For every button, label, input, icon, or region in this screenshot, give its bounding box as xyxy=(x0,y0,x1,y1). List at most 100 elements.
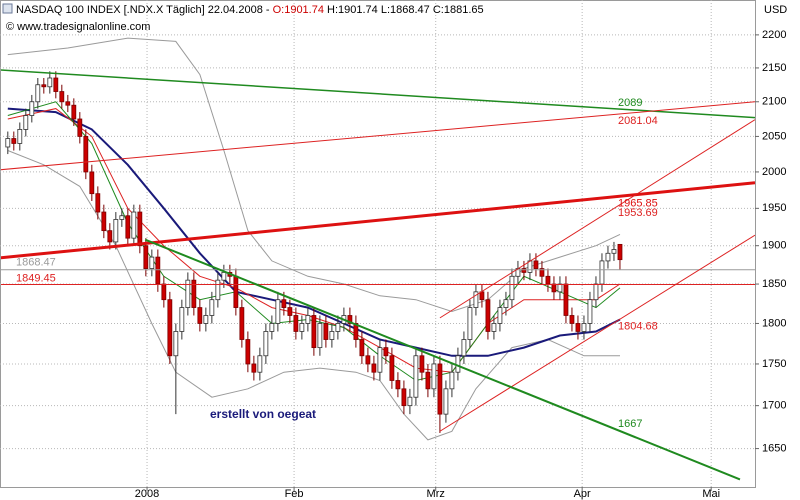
candle-body xyxy=(65,101,71,106)
candle-body xyxy=(335,323,341,332)
candle-body xyxy=(461,339,467,357)
candle-body xyxy=(551,283,557,293)
trend-line xyxy=(1,181,755,260)
ohlc-label: O:1901.74 xyxy=(273,4,324,16)
candle-body xyxy=(245,339,251,365)
candle-body xyxy=(539,268,545,277)
candle-body xyxy=(191,279,197,308)
candle-body xyxy=(611,249,617,254)
y-tick-label: 1650 xyxy=(762,442,786,454)
trend-label: 2081.04 xyxy=(618,115,658,127)
candle-body xyxy=(371,363,377,373)
trendlines xyxy=(1,69,755,481)
candle-body xyxy=(599,260,605,285)
candle-body xyxy=(35,84,41,103)
candle-body xyxy=(401,388,407,407)
trend-label: 1667 xyxy=(618,418,642,430)
candle-body xyxy=(485,299,491,332)
trend-line xyxy=(439,119,755,319)
x-tick-label: Mai xyxy=(702,488,720,500)
candle-body xyxy=(263,331,269,357)
y-tick-label: 1950 xyxy=(762,202,786,214)
y-unit: USD xyxy=(764,4,787,16)
x-tick-label: Mrz xyxy=(427,488,445,500)
candle-body xyxy=(317,323,323,349)
candle-body xyxy=(443,388,449,415)
trend-label: 2089 xyxy=(618,97,642,109)
trend-line xyxy=(439,234,755,432)
x-tick-label: Apr xyxy=(574,488,591,500)
candle-body xyxy=(41,84,47,88)
candle-body xyxy=(203,315,209,324)
candle-body xyxy=(59,91,65,103)
chart-icon xyxy=(2,3,13,14)
candle-body xyxy=(275,299,281,324)
candle-body xyxy=(593,283,599,301)
candle-body xyxy=(71,104,77,120)
candle-body xyxy=(389,355,395,381)
candle-body xyxy=(5,138,11,148)
ohlc-label: H:1901.74 L:1868.47 C:1881.65 xyxy=(327,4,484,16)
candle-body xyxy=(581,323,587,332)
y-tick-label: 2200 xyxy=(762,29,786,41)
candle-body xyxy=(503,299,509,308)
candle-body xyxy=(359,339,365,357)
candle-body xyxy=(293,315,299,332)
candle-body xyxy=(155,256,161,285)
candle-body xyxy=(281,299,287,308)
indicator-line xyxy=(7,150,620,441)
candle-body xyxy=(77,118,83,137)
candle-body xyxy=(545,275,551,285)
candle-body xyxy=(209,299,215,316)
level-label: 1868.47 xyxy=(16,257,56,269)
candle-body xyxy=(29,101,35,116)
candle-body xyxy=(131,211,137,239)
candle-body xyxy=(491,323,497,332)
candle-body xyxy=(233,275,239,308)
candle-body xyxy=(257,355,263,373)
candle-body xyxy=(299,323,305,332)
candle-body xyxy=(587,299,593,324)
candle-body xyxy=(617,243,623,261)
x-tick-label: Feb xyxy=(285,488,304,500)
candle-body xyxy=(149,256,155,269)
candle-body xyxy=(47,77,53,88)
candle-body xyxy=(161,283,167,301)
candle-body xyxy=(251,363,257,373)
copyright: © www.tradesignalonline.com xyxy=(6,21,150,33)
trend-line xyxy=(1,101,755,171)
y-tick-label: 1850 xyxy=(762,278,786,290)
candle-body xyxy=(329,331,335,340)
candle-body xyxy=(383,347,389,357)
candle-body xyxy=(287,307,293,316)
title-text: NASDAQ 100 INDEX [.NDX.X Täglich] 22.04.… xyxy=(16,4,270,16)
candle-body xyxy=(569,315,575,324)
trend-label: 1804.68 xyxy=(618,320,658,332)
candle-body xyxy=(23,115,29,130)
candle-body xyxy=(425,371,431,390)
y-tick-label: 2150 xyxy=(762,62,786,74)
candle-body xyxy=(11,138,17,144)
candle-body xyxy=(173,331,179,357)
candle-body xyxy=(311,315,317,349)
candle-body xyxy=(521,268,527,273)
candle-body xyxy=(605,252,611,262)
candle-body xyxy=(365,355,371,365)
candle-body xyxy=(215,279,221,301)
candle-body xyxy=(101,211,107,232)
candle-body xyxy=(185,279,191,308)
candle-body xyxy=(479,291,485,301)
chart-title: NASDAQ 100 INDEX [.NDX.X Täglich] 22.04.… xyxy=(16,4,484,16)
candle-body xyxy=(137,211,143,247)
candle-body xyxy=(509,275,515,301)
candle-body xyxy=(107,230,113,243)
candle-body xyxy=(89,171,95,195)
candle-body xyxy=(143,245,149,269)
candle-body xyxy=(395,380,401,390)
candle-body xyxy=(377,347,383,373)
candle-body xyxy=(53,77,59,92)
y-tick-label: 1750 xyxy=(762,358,786,370)
candle-body xyxy=(473,291,479,308)
candle-body xyxy=(455,355,461,373)
